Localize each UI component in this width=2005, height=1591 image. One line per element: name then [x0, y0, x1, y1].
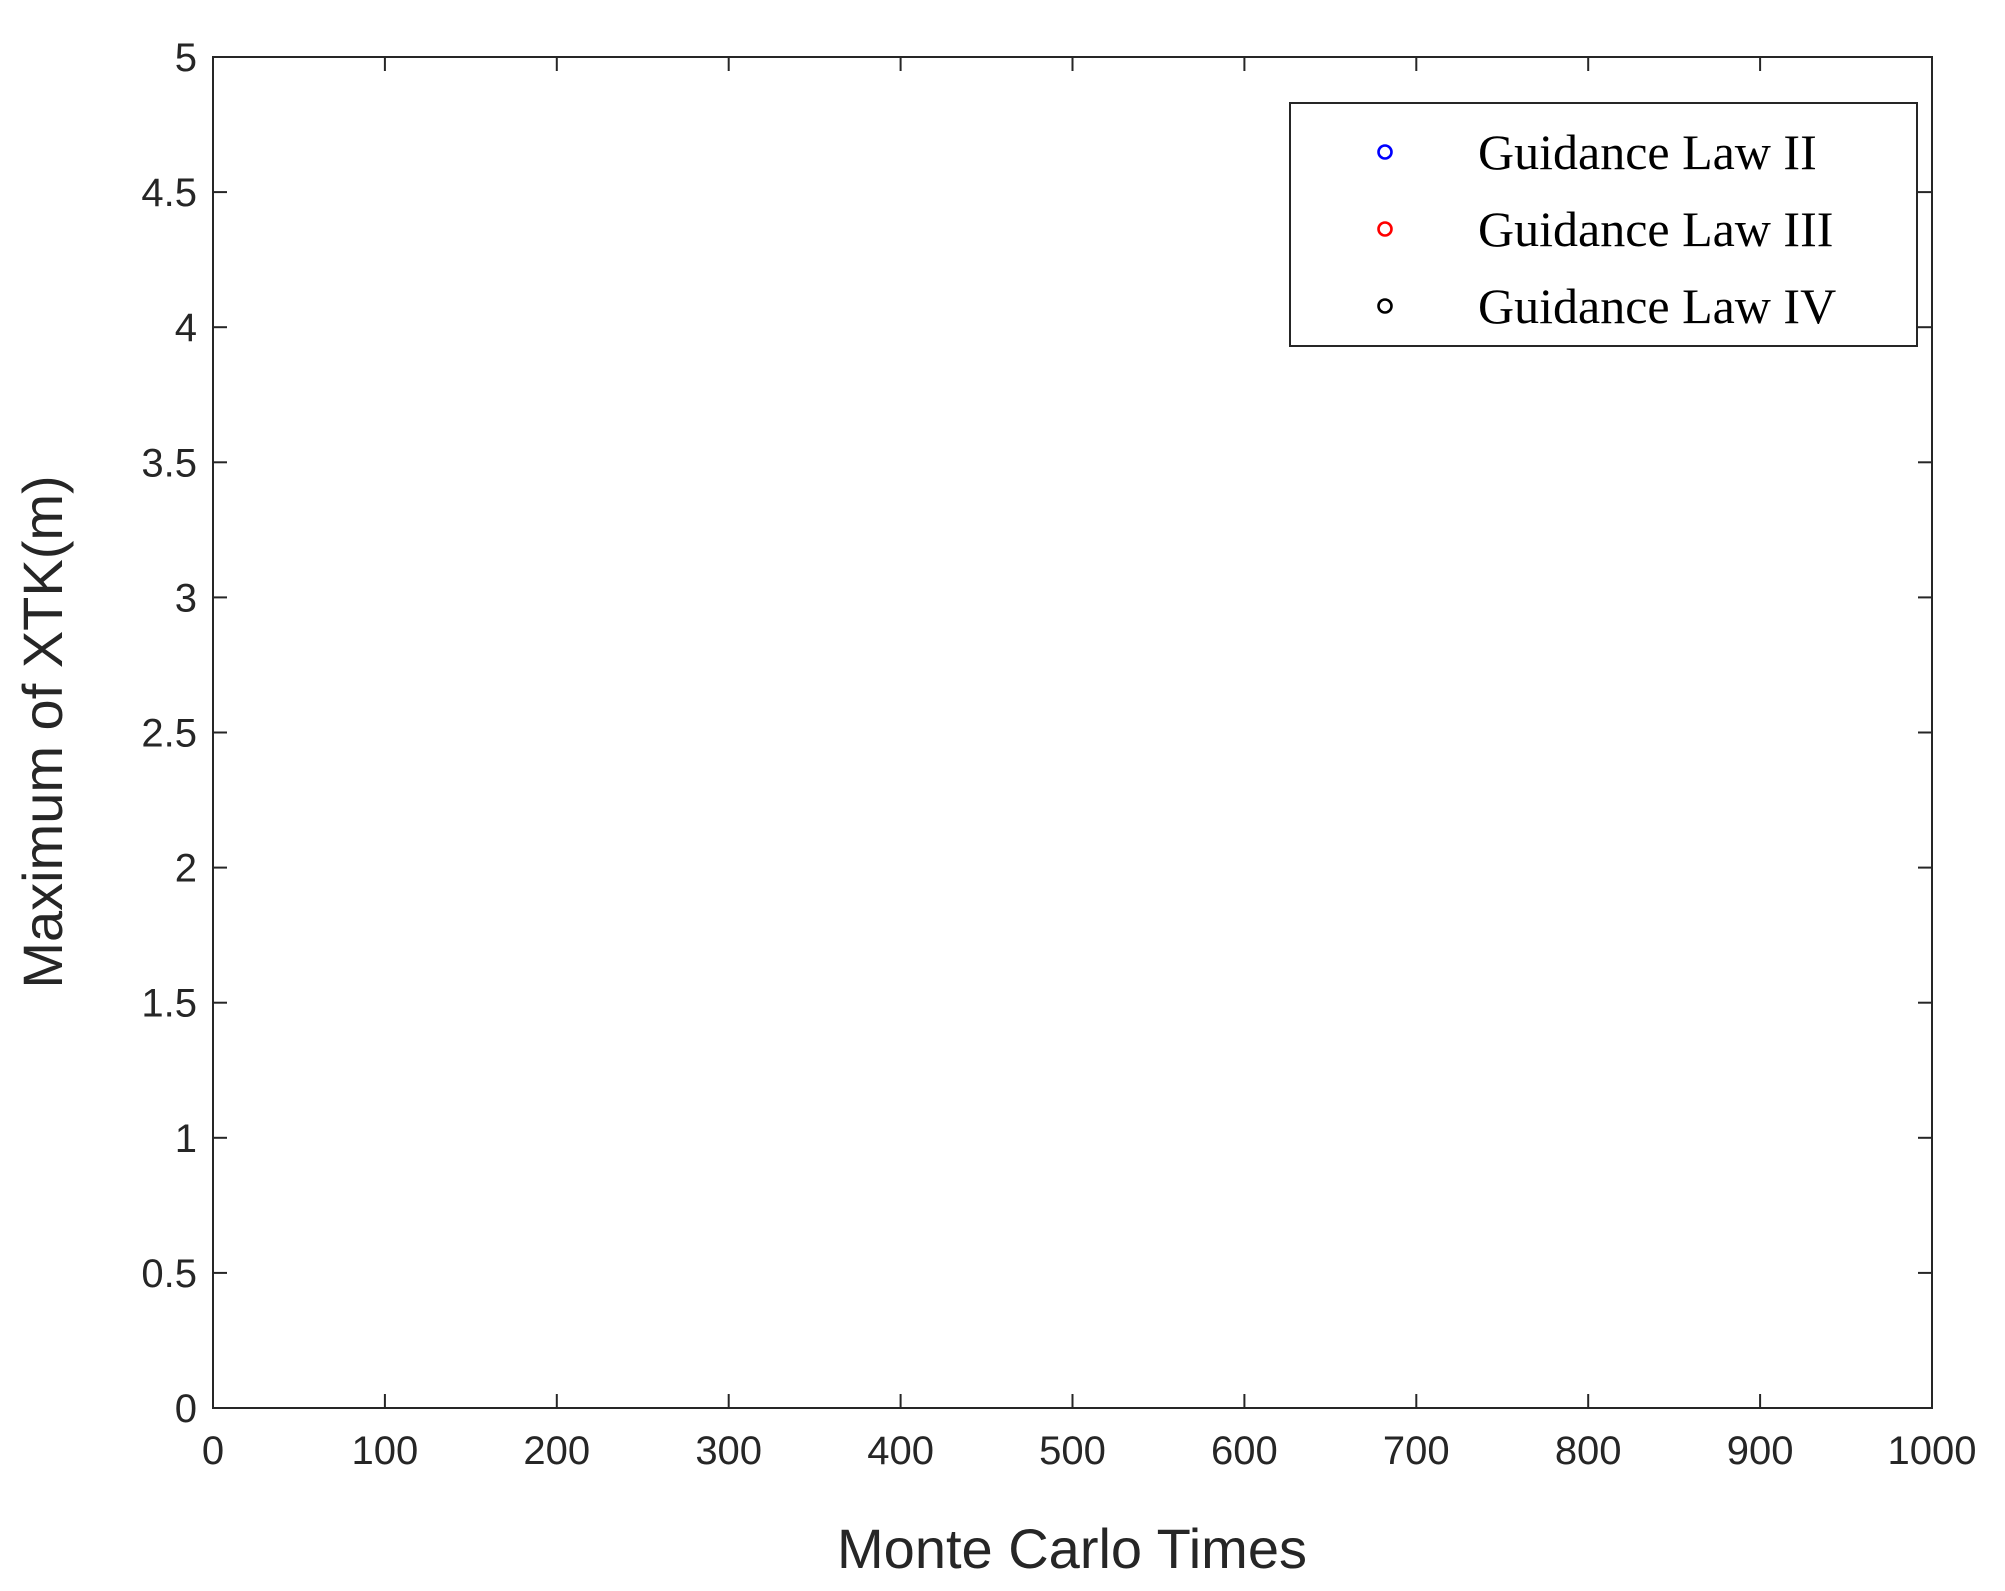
x-tick-label: 800: [1555, 1429, 1622, 1473]
x-axis-title: Monte Carlo Times: [837, 1517, 1307, 1580]
y-tick-label: 4: [175, 306, 197, 350]
x-tick-label: 900: [1727, 1429, 1794, 1473]
y-tick-label: 1.5: [141, 982, 197, 1026]
y-tick-label: 4.5: [141, 171, 197, 215]
y-tick-label: 3: [175, 576, 197, 620]
y-tick-label: 1: [175, 1117, 197, 1161]
y-axis-ticks: 0 0.5 1 1.5 2 2.5 3 3.5 4 4.5 5: [141, 36, 1932, 1431]
x-tick-label: 200: [523, 1429, 590, 1473]
x-tick-label: 700: [1383, 1429, 1450, 1473]
legend-label-series-3: Guidance Law IV: [1478, 278, 1836, 334]
x-tick-label: 100: [352, 1429, 419, 1473]
legend-label-series-1: Guidance Law II: [1478, 124, 1817, 180]
x-tick-label: 300: [695, 1429, 762, 1473]
plot-frame: [212, 56, 1933, 1409]
y-tick-label: 0.5: [141, 1252, 197, 1296]
x-axis-ticks: 0 100 200 300 400 500 600 700 800 900 1000: [202, 57, 1977, 1473]
legend: Guidance Law II Guidance Law III Guidanc…: [1289, 102, 1918, 347]
legend-box: [1289, 102, 1918, 347]
y-tick-label: 0: [175, 1387, 197, 1431]
x-tick-label: 500: [1039, 1429, 1106, 1473]
legend-marker-series-1: [1377, 144, 1393, 160]
y-tick-label: 3.5: [141, 441, 197, 485]
legend-marker-series-2: [1377, 221, 1393, 237]
x-tick-label: 600: [1211, 1429, 1278, 1473]
y-tick-label: 2: [175, 847, 197, 891]
y-tick-label: 2.5: [141, 712, 197, 756]
y-tick-label: 5: [175, 36, 197, 80]
legend-marker-series-3: [1377, 298, 1393, 314]
x-tick-label: 1000: [1888, 1429, 1977, 1473]
x-tick-label: 0: [202, 1429, 224, 1473]
x-tick-label: 400: [867, 1429, 934, 1473]
y-axis-title: Maximum of XTK(m): [11, 475, 74, 988]
legend-label-series-2: Guidance Law III: [1478, 201, 1833, 257]
